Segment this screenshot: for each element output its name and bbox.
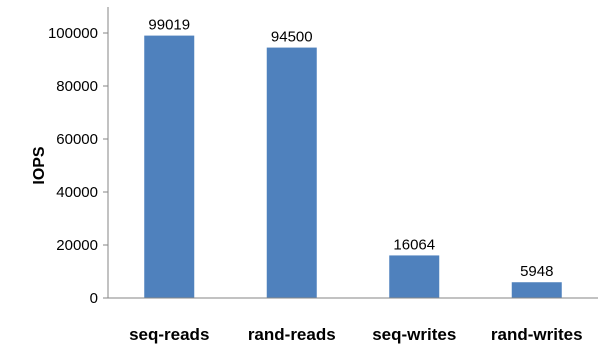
bar-rand-reads (266, 47, 317, 299)
y-ticks: 0 20000 40000 60000 80000 100000 (48, 25, 108, 307)
y-tick-label: 0 (90, 290, 98, 307)
y-tick-label: 80000 (56, 78, 98, 95)
category-label-rand-writes: rand-writes (491, 325, 583, 344)
y-tick-label: 60000 (56, 131, 98, 148)
y-axis-title: IOPS (31, 146, 48, 185)
data-label-seq-reads: 99019 (148, 17, 190, 34)
bar-seq-writes (389, 255, 440, 298)
y-tick-label: 40000 (56, 184, 98, 201)
data-labels: 99019 94500 16064 5948 (148, 17, 553, 281)
bar-seq-reads (144, 35, 195, 299)
data-label-seq-writes: 16064 (393, 236, 435, 253)
y-tick-label: 100000 (48, 25, 98, 42)
category-labels: seq-reads rand-reads seq-writes rand-writes (129, 325, 582, 344)
category-label-seq-writes: seq-writes (372, 325, 456, 344)
category-label-seq-reads: seq-reads (129, 325, 209, 344)
data-label-rand-writes: 5948 (520, 263, 553, 280)
y-tick-label: 20000 (56, 237, 98, 254)
data-label-rand-reads: 94500 (271, 29, 313, 46)
bar-rand-writes (511, 282, 562, 298)
category-label-rand-reads: rand-reads (248, 325, 336, 344)
bars (144, 35, 562, 299)
